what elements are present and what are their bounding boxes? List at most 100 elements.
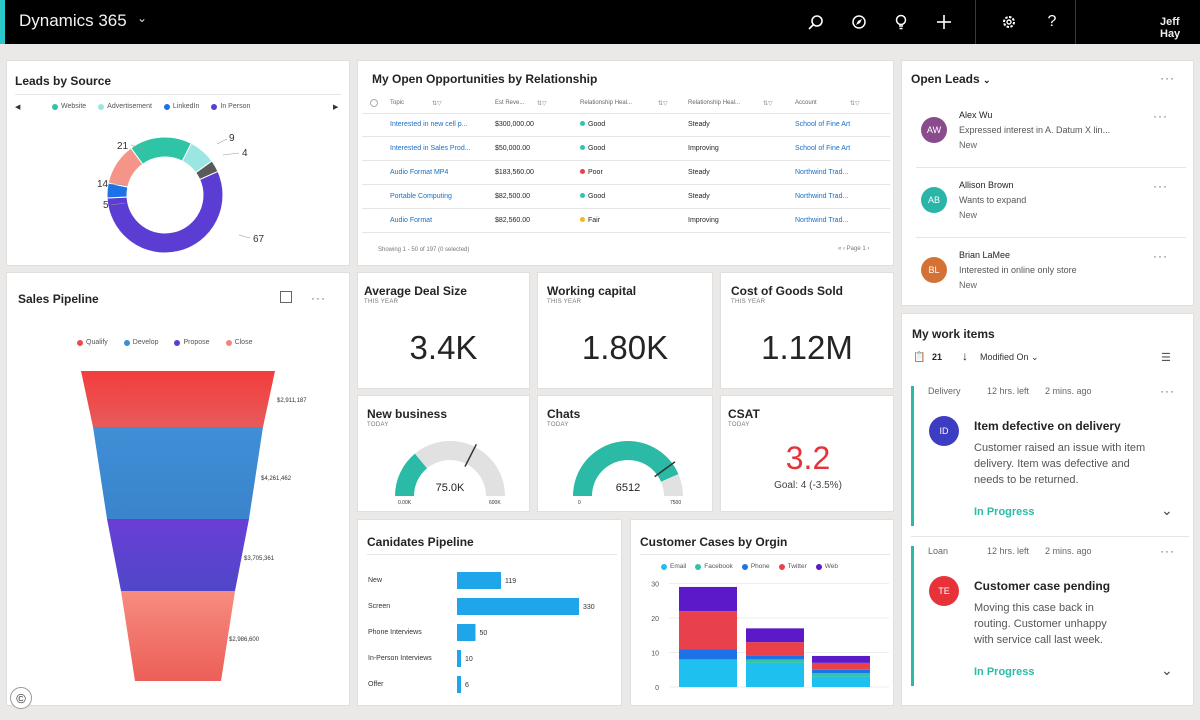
- opportunity-topic-link[interactable]: Portable Computing: [390, 193, 452, 200]
- column-header[interactable]: Relationship Heal...: [580, 100, 633, 106]
- more-options-icon[interactable]: ···: [1160, 384, 1175, 398]
- more-options-icon[interactable]: ···: [1160, 544, 1175, 558]
- sort-filter-icon[interactable]: ⇅▽: [537, 101, 547, 107]
- compass-icon[interactable]: [848, 11, 870, 33]
- legend-item: Website: [52, 103, 86, 110]
- chevron-down-icon[interactable]: ⌄: [137, 11, 148, 25]
- leads-by-source-card: Leads by Source ◀ Website Advertisement …: [6, 60, 350, 266]
- card-title[interactable]: Open Leads ⌄: [911, 72, 991, 86]
- status-bar: [911, 546, 914, 686]
- gauge-fill: [395, 453, 428, 496]
- sort-filter-icon[interactable]: ⇅▽: [763, 101, 773, 107]
- sort-filter-icon[interactable]: ⇅▽: [432, 101, 442, 107]
- more-options-icon[interactable]: ···: [1153, 109, 1168, 123]
- column-header[interactable]: Est Reve...: [495, 100, 525, 106]
- select-all-checkbox[interactable]: [370, 99, 378, 107]
- slice-label: 14: [97, 179, 109, 190]
- customer-cases-card: Customer Cases by Orgin Email Facebook Pho…: [630, 519, 894, 706]
- stacked-bar-segment: [812, 669, 870, 674]
- lead-item[interactable]: AB Allison Brown Wants to expand New ···: [902, 173, 1195, 239]
- work-item[interactable]: Loan 12 hrs. left 2 mins. ago ··· TE Customer…: [902, 544, 1195, 694]
- cases-stacked-chart: 0 10 20 30: [651, 582, 889, 692]
- work-item[interactable]: Delivery 12 hrs. left 2 mins. ago ··· ID Item…: [902, 384, 1195, 537]
- candidates-bar-chart: New 119 Screen 330 Phone Interviews 50 In-Pers…: [368, 572, 595, 693]
- bar-value-label: 119: [505, 578, 516, 585]
- relationship-health: Good: [580, 193, 605, 200]
- gauge-chart: 6512 0 7500: [573, 441, 683, 506]
- gauge-min: 0.00K: [398, 500, 412, 506]
- account-link[interactable]: School of Fine Art: [795, 121, 851, 128]
- stacked-bar-segment: [812, 655, 870, 663]
- chevron-down-icon[interactable]: ⌄: [1161, 502, 1173, 518]
- bar-value-label: 330: [583, 604, 595, 611]
- search-icon[interactable]: [805, 11, 827, 33]
- stage-value: $4,261,462: [261, 476, 292, 482]
- more-options-icon[interactable]: ···: [1160, 71, 1175, 85]
- kpi-value: 1.80K: [581, 329, 669, 366]
- gauge-target-marker: [654, 461, 676, 478]
- opportunity-topic-link[interactable]: Interested in Sales Prod...: [390, 145, 471, 152]
- y-tick-label: 10: [651, 651, 659, 658]
- work-item-description: Moving this case back in: [974, 602, 1094, 614]
- gauge-min: 0: [578, 500, 581, 506]
- lead-item[interactable]: BL Brian LaMee Interested in online only s…: [902, 243, 1195, 309]
- lead-name: Alex Wu: [959, 110, 993, 120]
- opportunity-topic-link[interactable]: Audio Format MP4: [390, 169, 449, 176]
- sort-arrow-icon[interactable]: ↓: [962, 349, 968, 363]
- account-link[interactable]: School of Fine Art: [795, 145, 851, 152]
- slice-label: 21: [117, 141, 129, 152]
- gauge-subtitle: TODAY: [367, 422, 389, 428]
- chart-legend: Email Facebook Phone Twitter Web: [661, 563, 838, 570]
- expand-icon[interactable]: [280, 291, 292, 303]
- opportunity-topic-link[interactable]: Audio Format: [390, 217, 433, 224]
- csat-title: CSAT: [728, 407, 760, 421]
- pager[interactable]: « ‹ Page 1 ›: [838, 246, 870, 252]
- kpi-title: Cost of Goods Sold: [731, 284, 843, 298]
- divider: [975, 0, 976, 44]
- more-options-icon[interactable]: ···: [1153, 249, 1168, 263]
- column-header[interactable]: Topic: [390, 100, 405, 106]
- bar: [457, 572, 501, 589]
- more-options-icon[interactable]: ···: [1153, 179, 1168, 193]
- chart-legend: Qualify Develop Propose Close: [77, 339, 252, 346]
- legend-item: Develop: [123, 339, 158, 346]
- bar: [457, 624, 476, 641]
- work-item-status[interactable]: In Progress: [974, 506, 1035, 518]
- user-name[interactable]: Jeff Hay: [1160, 16, 1181, 40]
- sort-filter-icon[interactable]: ⇅▽: [658, 101, 668, 107]
- slice-label: 67: [253, 234, 265, 245]
- prev-arrow-icon[interactable]: ◀: [15, 104, 21, 111]
- stacked-bar-segment: [746, 655, 804, 660]
- account-link[interactable]: Northwind Trad...: [795, 217, 849, 224]
- stage-value: $2,986,600: [229, 637, 260, 643]
- category-label: Screen: [368, 603, 390, 610]
- filter-icon[interactable]: ☰: [1161, 352, 1171, 364]
- sort-field[interactable]: Modified On ⌄: [980, 352, 1039, 362]
- modified-time: 2 mins. ago: [1045, 546, 1092, 556]
- lead-item[interactable]: AW Alex Wu Expressed interest in A. Datum …: [902, 103, 1195, 169]
- lead-name: Brian LaMee: [959, 250, 1011, 260]
- work-item-status[interactable]: In Progress: [974, 666, 1035, 678]
- sort-filter-icon[interactable]: ⇅▽: [850, 101, 860, 107]
- time-left: 12 hrs. left: [987, 546, 1030, 556]
- category-label: In-Person Interviews: [368, 655, 432, 662]
- clipboard-icon: 📋: [913, 352, 926, 363]
- kpi-value: 3.4K: [409, 329, 478, 366]
- more-options-icon[interactable]: ···: [311, 291, 326, 305]
- plus-icon[interactable]: [933, 11, 955, 33]
- funnel-stage-develop: [93, 427, 263, 519]
- stage-value: $2,911,187: [277, 398, 307, 404]
- chevron-down-icon[interactable]: ⌄: [1161, 662, 1173, 678]
- gauge-track: [414, 441, 505, 496]
- account-link[interactable]: Northwind Trad...: [795, 169, 849, 176]
- app-title[interactable]: Dynamics 365: [19, 11, 127, 30]
- column-header[interactable]: Relationship Heal...: [688, 100, 741, 106]
- lightbulb-icon[interactable]: [890, 11, 912, 33]
- column-header[interactable]: Account: [795, 100, 817, 106]
- opportunity-topic-link[interactable]: Interested in new cell p...: [390, 121, 468, 128]
- gear-icon[interactable]: [998, 11, 1020, 33]
- account-link[interactable]: Northwind Trad...: [795, 193, 849, 200]
- next-arrow-icon[interactable]: ▶: [333, 104, 339, 111]
- help-icon[interactable]: ?: [1047, 13, 1057, 30]
- modified-time: 2 mins. ago: [1045, 386, 1092, 396]
